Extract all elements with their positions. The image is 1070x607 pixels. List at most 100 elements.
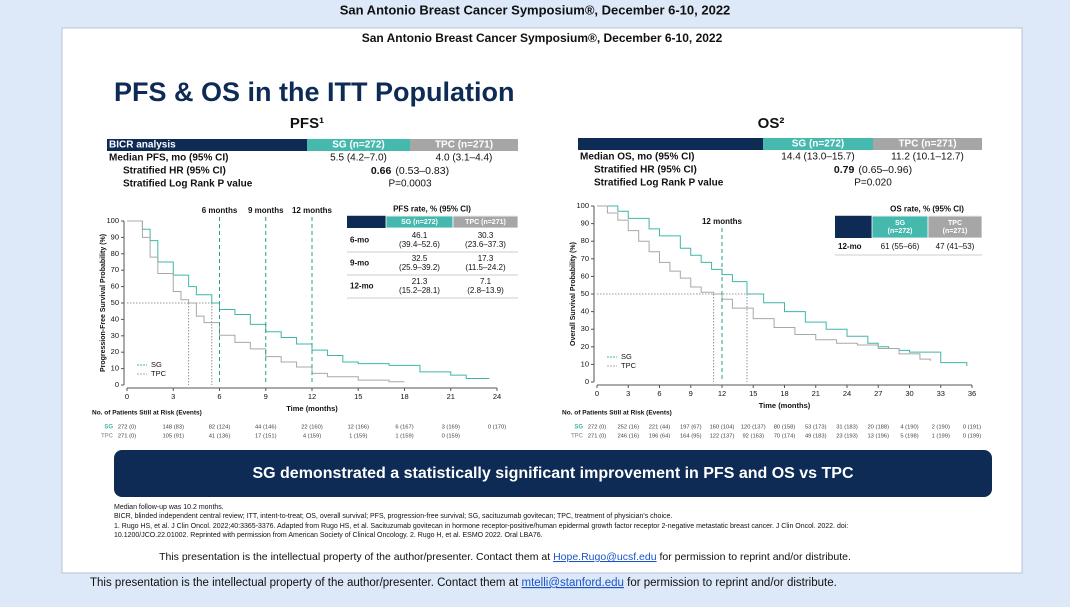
y-axis-label: Progression-Free Survival Probability (%… xyxy=(100,234,107,372)
risk-cell: 3 (169) xyxy=(442,425,460,431)
cell: P=0.0003 xyxy=(388,179,432,190)
risk-title: No. of Patients Still at Risk (Events) xyxy=(562,410,672,417)
risk-cell: 70 (174) xyxy=(774,434,796,440)
footer: This presentation is the intellectual pr… xyxy=(90,577,837,589)
risk-cell: 4 (190) xyxy=(900,425,918,431)
inset-cell: 32.5 xyxy=(412,254,428,263)
risk-cell: 197 (67) xyxy=(680,425,702,431)
table-header-tpc xyxy=(873,138,982,150)
y-tick-label: 30 xyxy=(111,331,119,340)
risk-cell: 164 (95) xyxy=(680,434,702,440)
annotation-label: 6 months xyxy=(202,206,238,215)
cell: 0.66 (0.53–0.83) xyxy=(371,165,449,177)
inset-header xyxy=(347,216,386,228)
legend-label: SG xyxy=(621,352,632,361)
inset-header-text: SG (n=272) xyxy=(401,219,438,226)
risk-cell: 120 (137) xyxy=(741,425,766,431)
inset-header-text: (n=272) xyxy=(888,228,913,235)
inset-cell: 61 (55–66) xyxy=(881,242,920,251)
risk-cell: 0 (170) xyxy=(488,425,506,431)
inset-cell: 21.3 xyxy=(412,277,428,286)
y-tick-label: 70 xyxy=(111,265,119,274)
y-axis-label: Overall Survival Probability (%) xyxy=(570,242,577,346)
notice-link[interactable]: Hope.Rugo@ucsf.edu xyxy=(553,551,657,563)
x-tick-label: 27 xyxy=(874,389,882,398)
x-tick-label: 0 xyxy=(595,389,599,398)
risk-cell: 246 (16) xyxy=(617,434,639,440)
inset-cell: 7.1 xyxy=(480,277,492,286)
annotation-label: 12 months xyxy=(702,217,743,226)
annotation-label: 9 months xyxy=(248,206,284,215)
y-tick-label: 50 xyxy=(111,298,119,307)
hr-value: 0.66 xyxy=(371,165,392,177)
row-label: Stratified HR (95% CI) xyxy=(594,165,697,176)
x-tick-label: 9 xyxy=(689,389,693,398)
risk-cell: 5 (198) xyxy=(900,434,918,440)
x-tick-label: 6 xyxy=(217,392,221,401)
cell: 11.2 (10.1–12.7) xyxy=(891,152,964,163)
risk-cell: 122 (137) xyxy=(710,434,735,440)
risk-cell: 20 (188) xyxy=(867,425,889,431)
x-tick-label: 18 xyxy=(400,392,408,401)
x-tick-label: 24 xyxy=(843,389,851,398)
footer-text: This presentation is the intellectual pr… xyxy=(90,577,522,589)
km-curve xyxy=(127,220,490,379)
inset-cell: (39.4–52.6) xyxy=(399,240,440,249)
risk-cell: 221 (44) xyxy=(649,425,671,431)
table-header xyxy=(578,138,763,150)
footer-text: for permission to reprint and/or distrib… xyxy=(624,577,837,589)
risk-row-name: SG xyxy=(574,425,583,431)
y-tick-label: 20 xyxy=(111,347,119,356)
y-tick-label: 20 xyxy=(581,342,589,351)
x-tick-label: 24 xyxy=(493,392,501,401)
inset-header xyxy=(835,216,872,238)
y-tick-label: 0 xyxy=(585,377,589,386)
notice-text: for permission to reprint and/or distrib… xyxy=(657,551,851,563)
banner xyxy=(114,450,992,497)
risk-cell: 22 (160) xyxy=(301,425,323,431)
cell: 4.0 (3.1–4.4) xyxy=(436,153,493,164)
risk-cell: 53 (173) xyxy=(805,425,827,431)
inset-row-label: 12-mo xyxy=(838,242,862,251)
x-tick-label: 15 xyxy=(749,389,757,398)
footer-link[interactable]: mtelli@stanford.edu xyxy=(522,577,624,589)
note: Median follow-up was 10.2 months. xyxy=(114,504,224,511)
risk-cell: 4 (159) xyxy=(303,434,321,440)
risk-title: No. of Patients Still at Risk (Events) xyxy=(92,410,202,417)
cell: 14.4 (13.0–15.7) xyxy=(781,152,854,163)
inset-cell: (23.6–37.3) xyxy=(465,240,506,249)
legend-label: TPC xyxy=(621,361,637,370)
hr-ci: (0.65–0.96) xyxy=(858,164,912,176)
risk-cell: 82 (124) xyxy=(209,425,231,431)
row-label: Stratified HR (95% CI) xyxy=(123,166,226,177)
x-tick-label: 12 xyxy=(718,389,726,398)
risk-cell: 272 (0) xyxy=(588,425,606,431)
risk-cell: 2 (190) xyxy=(932,425,950,431)
slide-notice: This presentation is the intellectual pr… xyxy=(159,551,851,563)
inset-title: PFS rate, % (95% CI) xyxy=(393,205,471,214)
slide-title: PFS & OS in the ITT Population xyxy=(114,77,515,107)
x-tick-label: 33 xyxy=(937,389,945,398)
x-tick-label: 15 xyxy=(354,392,362,401)
y-tick-label: 80 xyxy=(581,236,589,245)
risk-cell: 13 (196) xyxy=(867,434,889,440)
y-tick-label: 90 xyxy=(111,232,119,241)
risk-cell: 49 (183) xyxy=(805,434,827,440)
header-cell: BICR analysis xyxy=(109,140,176,151)
risk-cell: 92 (163) xyxy=(742,434,764,440)
note: 10.1200/JCO.22.01002. Reprinted with per… xyxy=(114,532,543,539)
x-tick-label: 6 xyxy=(657,389,661,398)
y-tick-label: 50 xyxy=(581,289,589,298)
inset-header-text: TPC xyxy=(948,220,962,227)
risk-cell: 160 (104) xyxy=(710,425,735,431)
risk-cell: 1 (159) xyxy=(395,434,413,440)
risk-cell: 196 (64) xyxy=(649,434,671,440)
risk-cell: 31 (183) xyxy=(836,425,858,431)
hr-value: 0.79 xyxy=(834,164,855,176)
row-label: Stratified Log Rank P value xyxy=(594,178,724,189)
y-tick-label: 40 xyxy=(581,307,589,316)
inset-header-text: TPC (n=271) xyxy=(465,219,506,226)
table-header xyxy=(107,139,307,151)
inset-cell: 17.3 xyxy=(478,254,494,263)
